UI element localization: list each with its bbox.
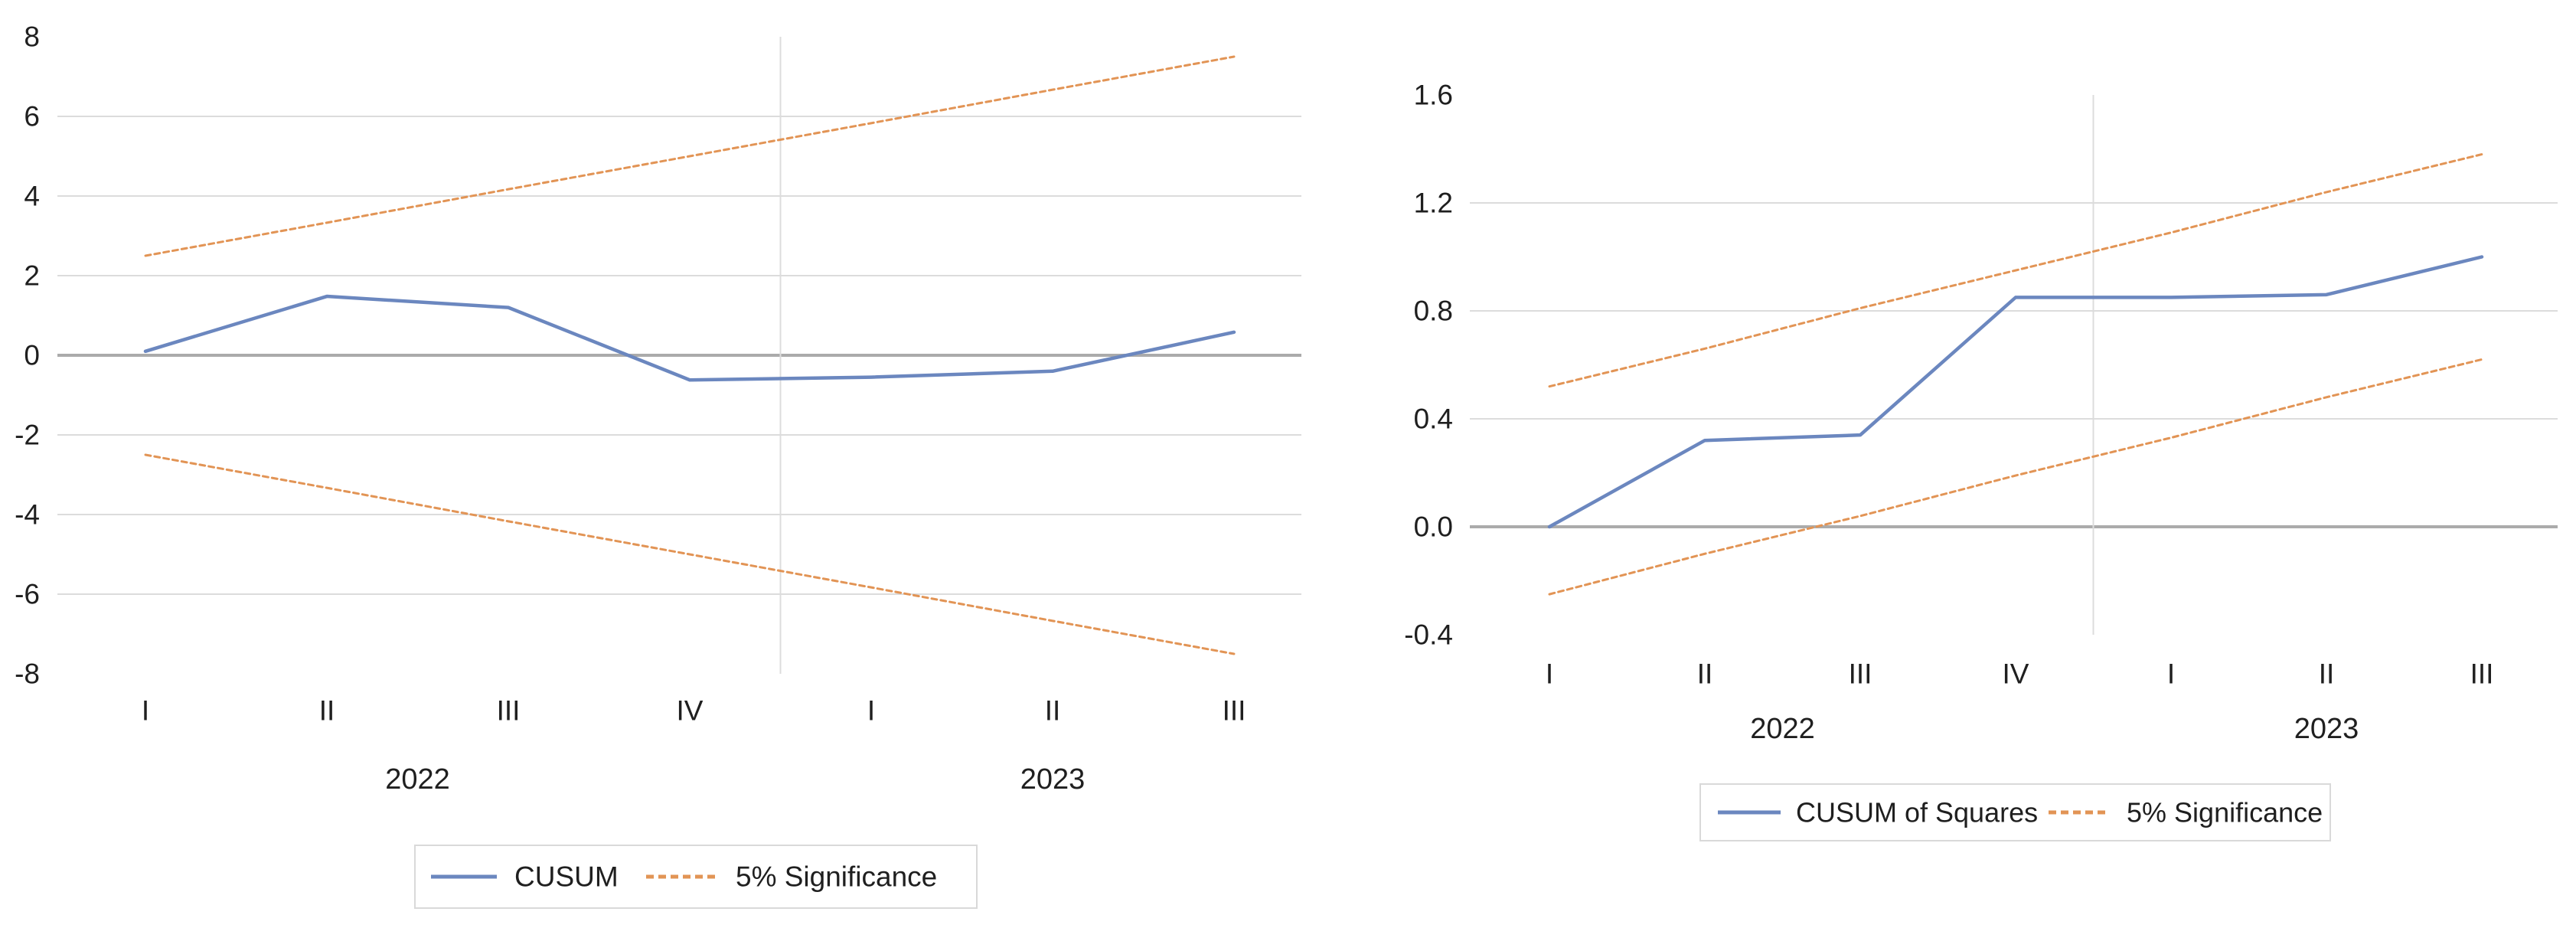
legend-box bbox=[1699, 783, 2331, 841]
significance-sq-lower-line bbox=[1548, 358, 2483, 596]
x-axis-year-label: 2023 bbox=[1020, 763, 1086, 796]
x-axis-quarter-label: I bbox=[1546, 658, 1553, 690]
x-axis-quarter-label: III bbox=[2470, 658, 2494, 690]
x-axis-quarter-label: I bbox=[867, 695, 875, 727]
x-axis-year-label: 2022 bbox=[1750, 713, 1815, 745]
x-axis-quarter-label: IV bbox=[2003, 658, 2029, 690]
y-axis-label: 6 bbox=[24, 101, 40, 132]
y-axis-label: -4 bbox=[15, 499, 40, 531]
x-axis-year-label: 2022 bbox=[385, 763, 450, 796]
significance-sq-upper-line bbox=[1548, 153, 2483, 388]
x-axis-quarter-label: III bbox=[497, 695, 521, 727]
legend-item-label: 5% Significance bbox=[2127, 797, 2323, 828]
cusum-legend: CUSUM 5% Significance bbox=[414, 845, 978, 909]
y-axis-label: 0 bbox=[24, 340, 40, 371]
cusum-line bbox=[143, 294, 1236, 382]
legend-item-label: CUSUM of Squares bbox=[1796, 797, 2038, 828]
legend-item-label: 5% Significance bbox=[736, 861, 937, 893]
x-axis-quarter-label: II bbox=[2319, 658, 2335, 690]
y-axis-label: 8 bbox=[24, 21, 40, 53]
cusum-squares-line bbox=[1547, 255, 2484, 529]
y-axis-label: -6 bbox=[15, 579, 40, 610]
y-axis-label: 1.6 bbox=[1414, 80, 1453, 111]
significance-upper-line bbox=[144, 55, 1236, 257]
x-axis-quarter-label: IV bbox=[677, 695, 704, 727]
significance-lower-line bbox=[144, 453, 1236, 655]
y-axis-label: -8 bbox=[15, 658, 40, 690]
legend-item-label: CUSUM bbox=[514, 861, 619, 893]
x-axis-quarter-label: I bbox=[2167, 658, 2175, 690]
x-axis-quarter-label: I bbox=[142, 695, 149, 727]
y-axis-label: 0.0 bbox=[1414, 511, 1453, 543]
y-axis-label: 1.2 bbox=[1414, 188, 1453, 219]
y-axis-label: -0.4 bbox=[1404, 619, 1453, 651]
x-axis-quarter-label: III bbox=[1223, 695, 1246, 727]
y-axis-label: 0.8 bbox=[1414, 296, 1453, 327]
x-axis-quarter-label: II bbox=[1697, 658, 1713, 690]
y-axis-label: 2 bbox=[24, 260, 40, 292]
y-axis-label: 0.4 bbox=[1414, 404, 1453, 435]
cusum-of-squares-legend: CUSUM of Squares 5% Significance bbox=[1699, 783, 2331, 841]
y-axis-label: 4 bbox=[24, 181, 40, 212]
x-axis-year-label: 2023 bbox=[2294, 713, 2359, 745]
x-axis-quarter-label: II bbox=[1045, 695, 1061, 727]
y-axis-label: -2 bbox=[15, 420, 40, 451]
x-axis-quarter-label: III bbox=[1849, 658, 1872, 690]
x-axis-quarter-label: II bbox=[319, 695, 335, 727]
